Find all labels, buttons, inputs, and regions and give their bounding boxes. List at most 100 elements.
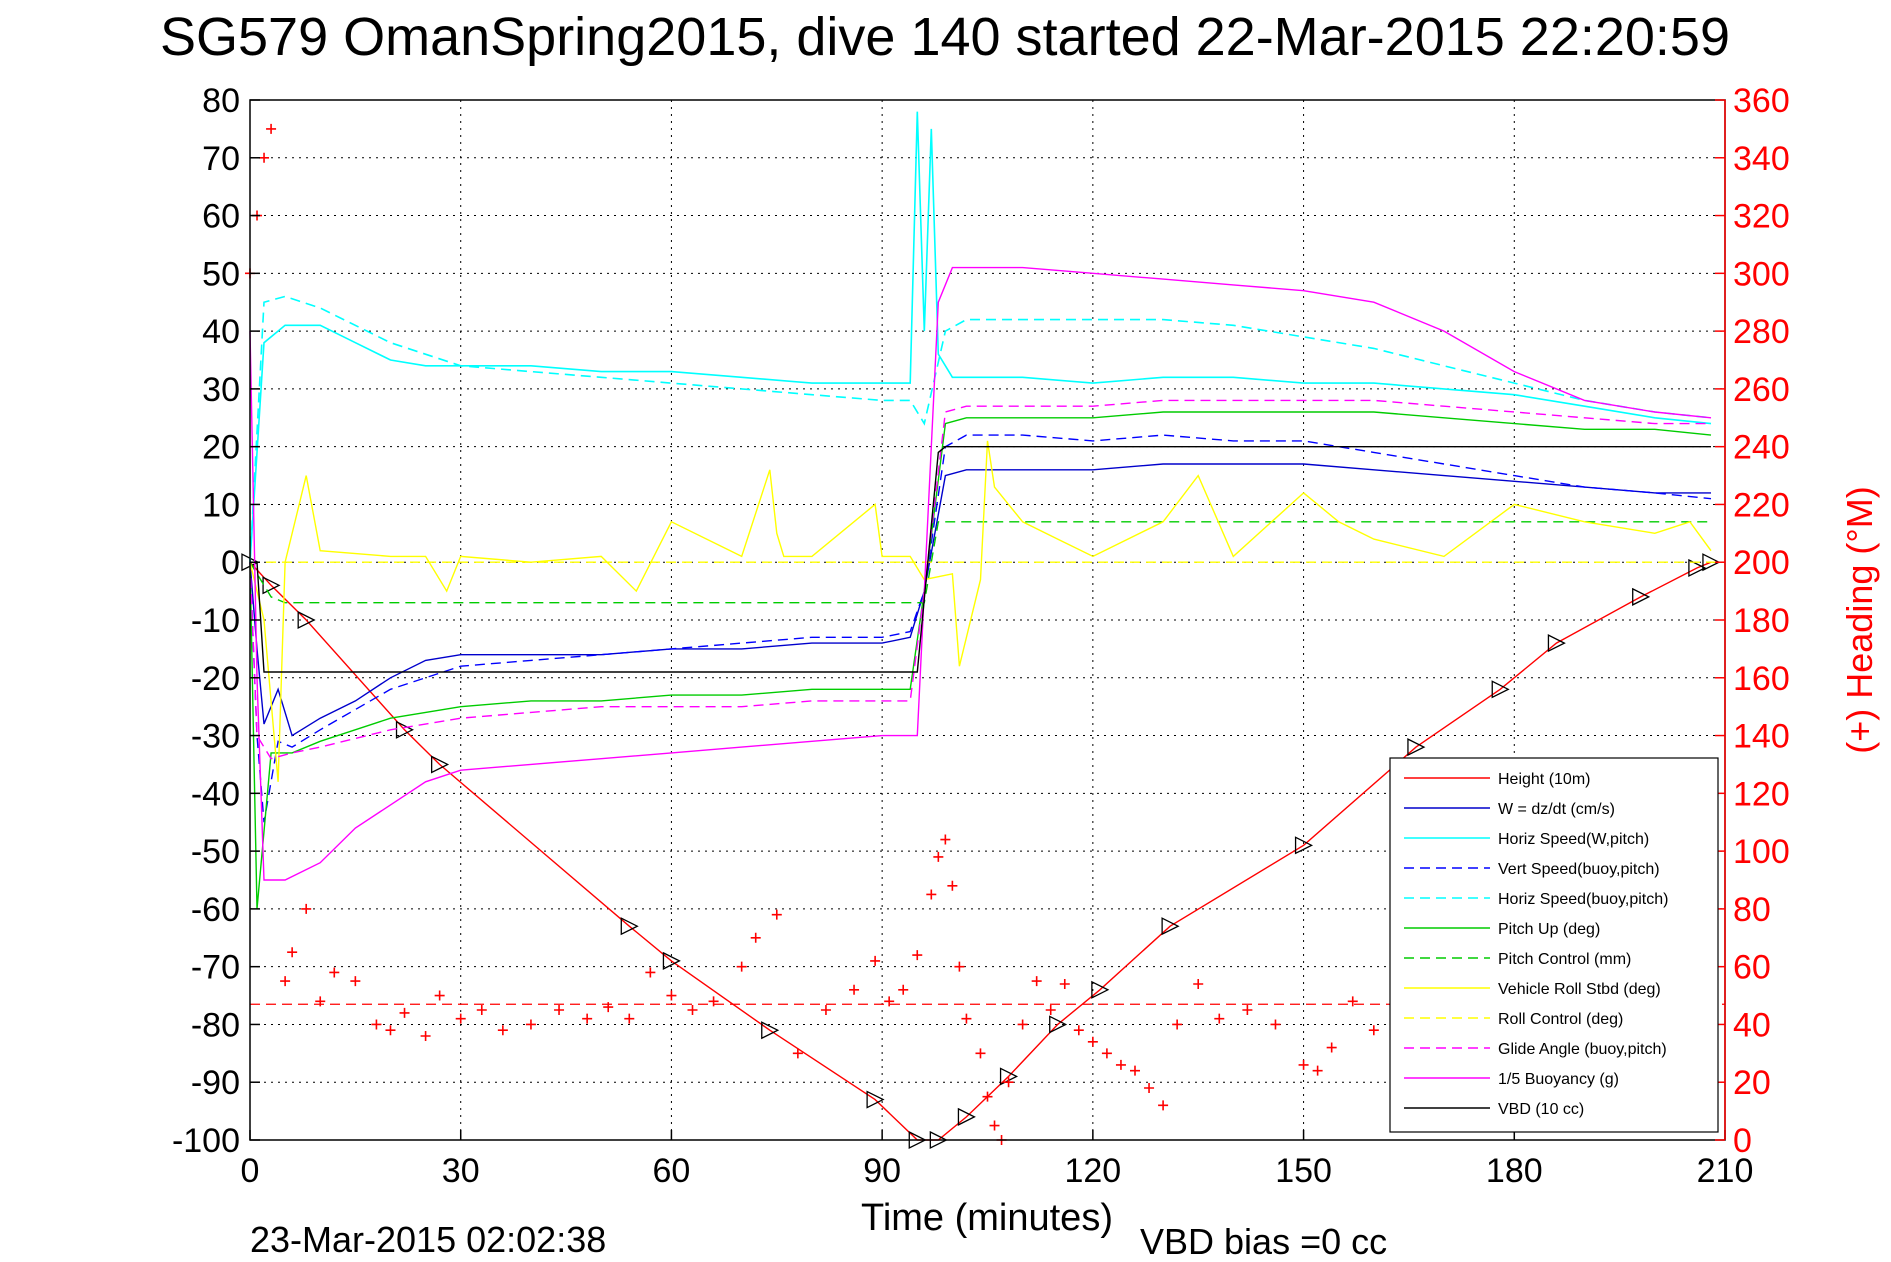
heading-point <box>350 976 361 987</box>
heading-point <box>371 1019 382 1030</box>
y2-tick-label: 20 <box>1733 1064 1771 1102</box>
height-marker <box>1091 980 1110 999</box>
height-marker <box>1049 1015 1068 1034</box>
heading-point <box>1172 1019 1183 1030</box>
heading-point <box>259 152 270 163</box>
heading-point <box>792 1048 803 1059</box>
heading-point <box>820 1005 831 1015</box>
height-marker <box>430 755 450 774</box>
chart-title: SG579 OmanSpring2015, dive 140 started 2… <box>160 7 1730 67</box>
y2-tick-label: 120 <box>1733 775 1790 813</box>
y-tick-label: -80 <box>191 1006 240 1044</box>
y2-tick-label: 200 <box>1733 544 1790 582</box>
heading-point <box>1368 1025 1379 1036</box>
heading-point <box>1242 1005 1253 1015</box>
heading-point <box>582 1013 593 1024</box>
y2-tick-label: 340 <box>1733 140 1790 178</box>
legend-entry-8: Roll Control (deg) <box>1498 1011 1623 1028</box>
heading-point <box>1031 976 1042 987</box>
y-tick-label: 40 <box>202 313 240 351</box>
heading-point <box>1326 1042 1337 1053</box>
y2-tick-label: 180 <box>1733 602 1790 640</box>
heading-point <box>1059 979 1070 989</box>
series-line-0 <box>249 561 1712 1141</box>
height-marker <box>297 610 316 630</box>
right-axis-label: (+) Heading (°M) <box>1839 486 1880 753</box>
height-marker <box>1161 917 1180 936</box>
heading-point <box>1073 1025 1084 1036</box>
grid <box>250 100 1725 1140</box>
y-tick-label: -50 <box>191 833 240 871</box>
vbd-bias-label: VBD bias =0 cc <box>1140 1221 1387 1262</box>
y-tick-label: 0 <box>221 544 240 582</box>
heading-point <box>750 932 761 943</box>
heading-point <box>898 984 909 995</box>
y-tick-label: -20 <box>191 660 240 698</box>
axis-ticks: 80706050403020100-10-20-30-40-50-60-70-8… <box>172 82 1790 1190</box>
y-tick-label: 80 <box>202 82 240 120</box>
heading-point <box>624 1013 635 1024</box>
heading-point <box>947 880 958 891</box>
heading-point <box>687 1005 698 1015</box>
series-line-2 <box>249 111 1712 563</box>
heading-point <box>1270 1019 1281 1030</box>
x-tick-label: 150 <box>1275 1152 1332 1190</box>
heading-point <box>849 984 860 995</box>
y-tick-label: 30 <box>202 371 240 409</box>
y2-tick-label: 320 <box>1733 198 1790 236</box>
heading-point <box>1017 1019 1028 1030</box>
y-tick-label: 60 <box>202 198 240 236</box>
legend-entry-3: Vert Speed(buoy,pitch) <box>1498 861 1660 878</box>
heading-point <box>1045 1005 1056 1015</box>
x-tick-label: 60 <box>653 1152 691 1190</box>
heading-point <box>1347 996 1358 1007</box>
y-tick-label: -60 <box>191 891 240 929</box>
legend: Height (10m) W = dz/dt (cm/s) Horiz Speed(… <box>1389 757 1719 1133</box>
height-marker <box>957 1107 976 1126</box>
y-tick-label: 10 <box>202 486 240 524</box>
heading-point <box>870 955 881 966</box>
height-marker <box>1632 587 1651 606</box>
y2-tick-label: 300 <box>1733 255 1790 293</box>
height-marker <box>1688 558 1707 578</box>
heading-point <box>1193 979 1204 989</box>
legend-entry-7: Vehicle Roll Stbd (deg) <box>1498 981 1661 998</box>
heading-point <box>329 967 340 978</box>
heading-point <box>989 1120 1000 1131</box>
end-timestamp: 23-Mar-2015 02:02:38 <box>250 1219 606 1260</box>
series-line-10 <box>249 266 1712 881</box>
heading-point <box>1087 1036 1098 1047</box>
heading-point <box>420 1031 431 1041</box>
heading-point <box>1298 1059 1309 1070</box>
x-tick-label: 90 <box>863 1152 901 1190</box>
y2-tick-label: 0 <box>1733 1122 1752 1160</box>
heading-point <box>399 1007 410 1018</box>
y-tick-label: -70 <box>191 949 240 987</box>
heading-point <box>1130 1065 1140 1076</box>
x-tick-label: 120 <box>1064 1152 1121 1190</box>
heading-point <box>736 961 747 972</box>
y-tick-label: -90 <box>191 1064 240 1102</box>
heading-point <box>434 990 445 1001</box>
series-line-1 <box>249 463 1711 737</box>
y-tick-label: 20 <box>202 429 240 467</box>
y2-tick-label: 60 <box>1733 949 1771 987</box>
height-marker <box>662 951 681 970</box>
series-line-3 <box>249 434 1712 823</box>
heading-point <box>961 1013 972 1024</box>
y-tick-label: -100 <box>172 1122 240 1160</box>
y2-tick-label: 360 <box>1733 82 1790 120</box>
y2-tick-label: 100 <box>1733 833 1790 871</box>
heading-point <box>266 123 277 134</box>
heading-point <box>315 996 326 1007</box>
heading-point <box>497 1025 508 1036</box>
legend-entry-10: 1/5 Buoyancy (g) <box>1498 1071 1619 1088</box>
height-marker <box>1547 634 1566 653</box>
legend-entry-6: Pitch Control (mm) <box>1498 951 1631 968</box>
legend-entry-2: Horiz Speed(W,pitch) <box>1498 831 1649 848</box>
legend-box <box>1389 757 1719 1133</box>
heading-point <box>287 947 298 958</box>
y-tick-label: 50 <box>202 255 240 293</box>
heading-point <box>1144 1083 1155 1093</box>
